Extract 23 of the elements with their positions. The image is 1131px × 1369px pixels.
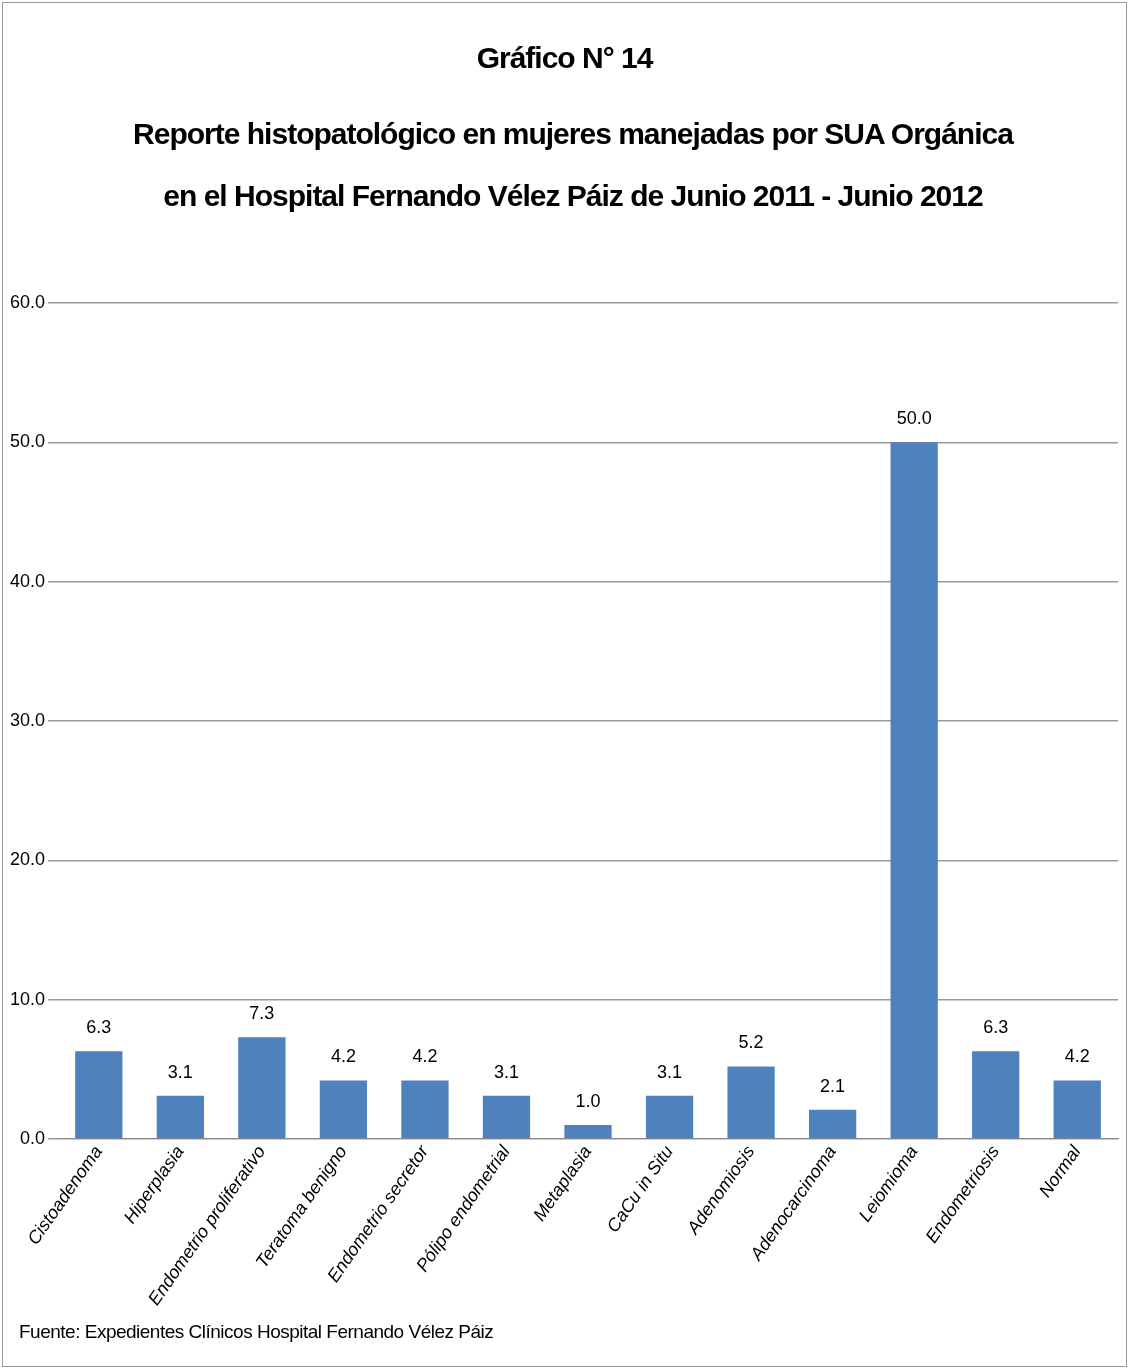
data-label: 3.1 xyxy=(167,1061,193,1082)
y-tick-label: 10.0 xyxy=(9,988,46,1009)
data-label: 50.0 xyxy=(896,408,932,429)
y-tick-label: 40.0 xyxy=(9,570,46,591)
y-tick-label: 50.0 xyxy=(9,431,46,452)
data-label: 5.2 xyxy=(738,1032,764,1053)
data-label: 6.3 xyxy=(86,1017,112,1038)
y-tick-label: 30.0 xyxy=(9,709,46,730)
data-label: 2.1 xyxy=(820,1075,846,1096)
source-note: Fuente: Expedientes Clínicos Hospital Fernando Vélez Páiz xyxy=(19,1321,494,1343)
data-label: 3.1 xyxy=(493,1061,519,1082)
chart-title: Gráfico N° 14 xyxy=(475,41,654,75)
data-label: 6.3 xyxy=(983,1017,1009,1038)
data-label: 3.1 xyxy=(657,1061,683,1082)
y-tick-label: 60.0 xyxy=(9,291,46,312)
y-tick-label: 20.0 xyxy=(9,849,46,870)
data-label: 1.0 xyxy=(575,1090,601,1111)
y-tick-label: 0.0 xyxy=(20,1127,46,1148)
chart-subtitle: Reporte histopatológico en mujeres manejadas por SUA Orgánica en el Hospital Fernando Vélez Páiz de Junio 2011 - Junio 2012 xyxy=(133,116,1013,214)
data-label: 4.2 xyxy=(330,1046,356,1067)
data-label: 4.2 xyxy=(412,1046,438,1067)
data-label: 7.3 xyxy=(249,1003,275,1024)
data-label: 4.2 xyxy=(1064,1046,1090,1067)
